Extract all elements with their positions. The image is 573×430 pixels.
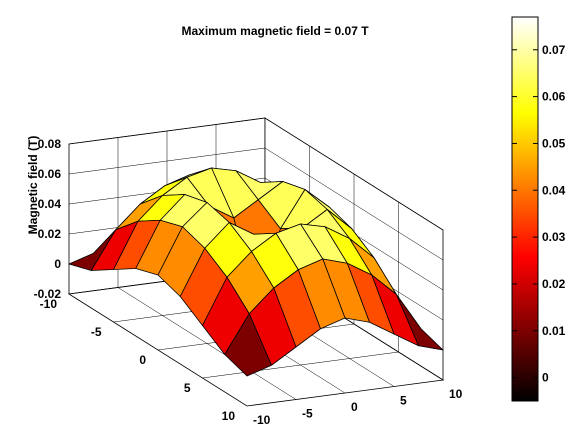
colorbar: 0 0.01 0.02 0.03 0.04 0.05 0.06 0.07 xyxy=(511,16,566,402)
surface-patch xyxy=(224,313,272,377)
chart-title: Maximum magnetic field = 0.07 T xyxy=(181,24,369,38)
x-tick-label: -10 xyxy=(40,297,58,311)
colorbar-tick-label: 0.04 xyxy=(542,183,566,197)
y-tick-label: 5 xyxy=(400,394,407,408)
colorbar-tick-label: 0.06 xyxy=(542,90,566,104)
colorbar-ticks: 0 0.01 0.02 0.03 0.04 0.05 0.06 0.07 xyxy=(512,43,566,385)
x-tick-label: 0 xyxy=(139,353,146,367)
z-tick-label: 0.04 xyxy=(38,197,62,211)
z-gridline xyxy=(68,177,444,291)
colorbar-tick-label: 0.05 xyxy=(542,136,566,150)
z-tick-label: 0.06 xyxy=(38,167,62,181)
z-gridline xyxy=(68,147,444,261)
y-tick-label: -10 xyxy=(253,413,271,427)
colorbar-tick-label: 0.07 xyxy=(542,43,566,57)
colorbar-tick-label: 0.01 xyxy=(542,324,566,338)
floor-gridline xyxy=(202,351,399,379)
colorbar-tick-label: 0.02 xyxy=(542,277,566,291)
y-tick-label: 10 xyxy=(449,387,463,401)
x-tick-label: 5 xyxy=(184,381,191,395)
z-tick-label: -0.02 xyxy=(34,287,62,301)
surface-mesh xyxy=(68,167,444,377)
colorbar-tick-label: 0 xyxy=(542,371,549,385)
z-gridline xyxy=(68,117,444,231)
z-tick-label: 0.08 xyxy=(38,137,62,151)
y-tick-label: -5 xyxy=(302,407,313,421)
z-tick-label: 0.02 xyxy=(38,227,62,241)
x-tick-label: -5 xyxy=(91,325,102,339)
z-axis-label: Magnetic field (T) xyxy=(26,136,40,235)
y-tick-label: 0 xyxy=(351,400,358,414)
x-tick-label: 10 xyxy=(222,409,236,423)
z-tick-label: 0 xyxy=(54,257,61,271)
colorbar-tick-label: 0.03 xyxy=(542,230,566,244)
axis-ticks: -0.02 0 0.02 0.04 0.06 0.08 -10 -5 0 5 10 -10 -5 0 5 10 xyxy=(34,137,463,427)
colorbar-gradient xyxy=(511,16,539,402)
